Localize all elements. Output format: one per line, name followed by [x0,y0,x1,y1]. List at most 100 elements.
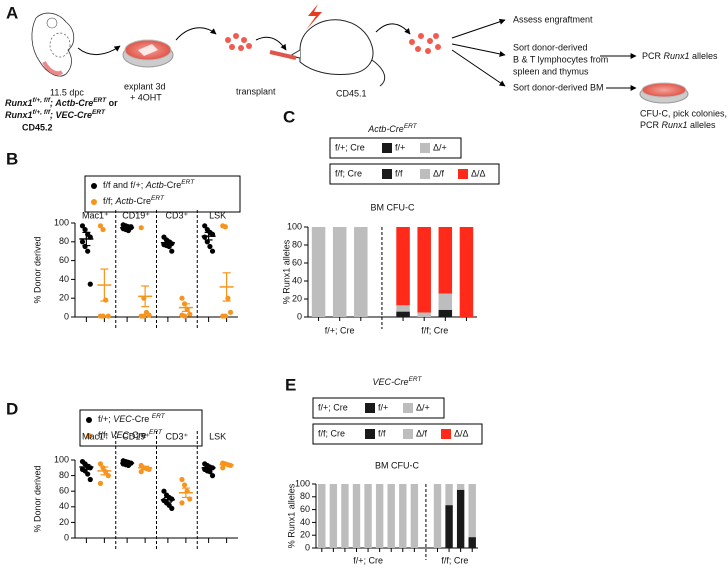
legend-label: f/f [378,428,386,438]
cells [225,33,252,51]
bar-segment [433,484,442,548]
text-run: ERT [92,109,106,116]
legend-marker [91,183,97,189]
legend-swatch [458,169,468,179]
legend-swatch [420,169,430,179]
text-run: f/f; [103,196,116,206]
bar-segment [468,537,476,548]
irradiation [306,4,322,30]
legend-marker [86,417,92,423]
bar-segment [468,484,476,538]
y-axis-label: % Runx1 alleles [286,483,296,548]
text-run: ; Actb-Cre [50,98,93,108]
data-point [181,482,188,488]
data-point [169,505,175,511]
legend-box [329,163,500,185]
y-tick-label: 40 [292,275,302,285]
text-run: f/+, f/f [33,97,51,104]
y-axis-label: % Donor derived [32,465,42,532]
text-run: ERT [151,195,165,202]
legend-swatch [382,143,392,153]
x-tick-label: CD19⁺ [122,210,150,220]
treatment: + 4OHT [130,92,162,102]
text-run: -Cre [134,196,152,206]
legend-label: f/+ [395,142,405,152]
y-tick-label: 80 [59,236,69,246]
y-tick-label: 20 [59,293,69,303]
text-run: -Cre [164,180,182,190]
text-run: f/f; [98,430,111,440]
embryo-tissue [42,61,64,76]
x-tick-label: CD19⁺ [122,431,150,441]
data-point [222,313,228,319]
text-run: f/+; [98,414,113,424]
embryo-agm [49,32,71,58]
data-point [169,248,175,254]
data-point [97,461,104,467]
legend-swatch [403,403,413,413]
panel-label: B [6,149,18,168]
x-tick-label: LSK [209,210,226,220]
chart-title: VEC-CreERT [373,376,423,387]
data-point [85,248,91,254]
data-point [79,239,86,245]
text-run: or [106,98,118,108]
data-point [220,465,226,471]
x-tick-label: Mac1⁺ [82,431,109,441]
schematic [31,4,689,104]
y-tick-label: 20 [292,293,302,303]
data-point [207,469,213,475]
text-run: alleles [690,51,719,61]
step: Assess engraftment [513,14,593,24]
step: PCR Runx1 alleles [642,51,718,61]
step: PCR Runx1 alleles [640,120,716,130]
y-tick-label: 0 [297,311,302,321]
text-run: Runx1 [5,98,33,108]
bar-segment [311,227,326,317]
panel-label: D [6,399,18,418]
text-run: VEC [113,414,132,424]
data-point [227,309,234,315]
y-tick-label: 60 [300,504,310,514]
legend-swatch [365,429,375,439]
bar-segment [399,484,407,548]
bar-segment [417,227,431,313]
data-point [100,313,106,319]
data-point [105,313,111,319]
legend-label: Δ/f [416,428,428,438]
text-run: -Cre [129,430,149,440]
dish-medium [641,82,687,98]
y-tick-label: 40 [59,501,69,511]
bar-segment [396,227,410,306]
legend-label: Δ/+ [433,142,447,152]
step: Sort donor-derived BM [513,82,604,92]
x-tick-label: CD3⁺ [165,431,188,441]
data-point [202,223,208,229]
data-point [187,311,193,317]
x-tick-label: Mac1⁺ [82,210,109,220]
text-run: ERT [409,376,423,383]
bar-segment [438,309,453,317]
bar-segment [375,484,384,548]
recipient: CD45.1 [336,88,367,98]
legend-label: f/f; Actb-CreERT [103,195,165,206]
text-run: ERT [181,179,195,186]
arrow [451,43,506,57]
bar-segment [387,484,395,548]
legend-box [329,137,462,159]
chart-subtitle: BM CFU-C [371,202,415,212]
text-run: alleles [688,120,717,130]
step: B & T lymphocytes from [513,54,608,64]
legend-label: Δ/Δ [471,168,486,178]
legend-swatch [420,143,430,153]
legend-label: Δ/+ [416,402,430,412]
text-run: Actb [115,196,134,206]
y-tick-label: 80 [300,491,310,501]
text-run: f/f and f/+; [103,180,146,190]
legend-box [312,397,445,419]
legend-box [79,409,203,447]
mouse-tail [371,59,386,87]
text-run: ERT [404,123,418,130]
data-point [87,281,93,287]
arrow [375,23,411,35]
